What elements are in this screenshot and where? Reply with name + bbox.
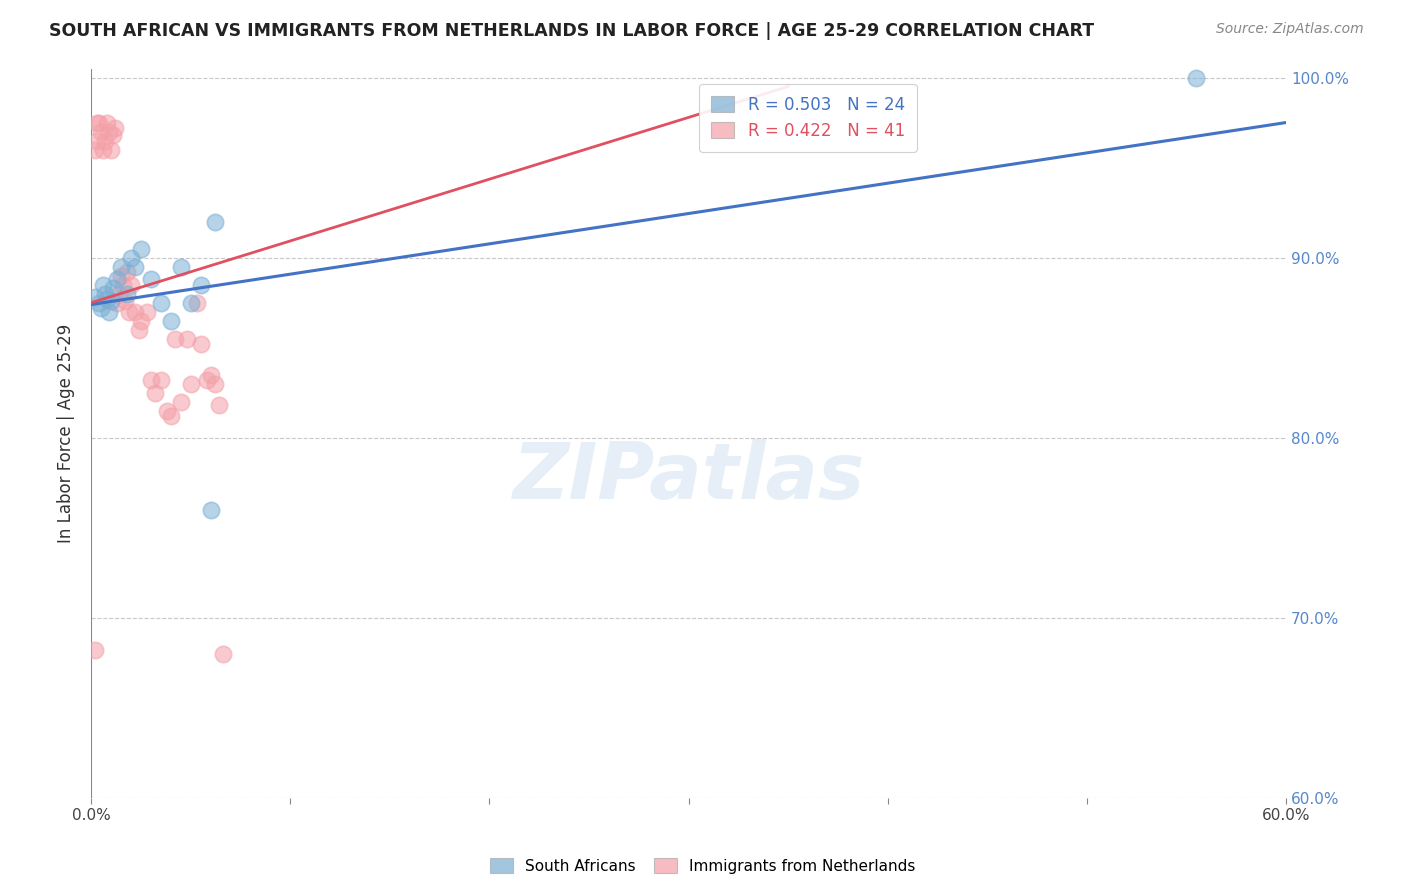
Point	[86, 115, 108, 129]
Point	[124, 304, 146, 318]
Point	[139, 272, 162, 286]
Point	[186, 295, 208, 310]
Point	[1185, 70, 1208, 85]
Point	[159, 314, 181, 328]
Point	[105, 295, 128, 310]
Point	[180, 295, 202, 310]
Point	[143, 385, 166, 400]
Point	[139, 373, 162, 387]
Point	[204, 214, 226, 228]
Point	[180, 376, 202, 391]
Point	[98, 124, 121, 138]
Point	[207, 398, 229, 412]
Point	[156, 404, 179, 418]
Point	[101, 281, 124, 295]
Point	[124, 260, 146, 274]
Point	[98, 304, 121, 318]
Point	[84, 143, 107, 157]
Point	[159, 409, 181, 424]
Point	[115, 286, 138, 301]
Point	[111, 277, 134, 292]
Point	[149, 295, 172, 310]
Point	[84, 290, 107, 304]
Point	[110, 268, 132, 283]
Point	[101, 128, 124, 143]
Text: ZIPatlas: ZIPatlas	[512, 439, 865, 515]
Text: Source: ZipAtlas.com: Source: ZipAtlas.com	[1216, 22, 1364, 37]
Point	[94, 134, 117, 148]
Point	[87, 115, 110, 129]
Point	[110, 260, 132, 274]
Point	[104, 120, 127, 135]
Point	[149, 373, 172, 387]
Point	[108, 286, 131, 301]
Y-axis label: In Labor Force | Age 25-29: In Labor Force | Age 25-29	[58, 324, 75, 543]
Point	[118, 304, 141, 318]
Legend: R = 0.503   N = 24, R = 0.422   N = 41: R = 0.503 N = 24, R = 0.422 N = 41	[699, 84, 917, 152]
Legend: South Africans, Immigrants from Netherlands: South Africans, Immigrants from Netherla…	[484, 852, 922, 880]
Point	[90, 301, 112, 315]
Point	[128, 323, 150, 337]
Point	[105, 272, 128, 286]
Point	[96, 292, 118, 306]
Point	[190, 337, 212, 351]
Point	[84, 643, 107, 657]
Point	[163, 332, 186, 346]
Point	[170, 260, 193, 274]
Point	[114, 293, 136, 308]
Point	[94, 286, 117, 301]
Point	[115, 265, 138, 279]
Point	[176, 332, 198, 346]
Point	[96, 115, 118, 129]
Point	[190, 277, 212, 292]
Point	[204, 376, 226, 391]
Point	[135, 304, 157, 318]
Point	[170, 394, 193, 409]
Point	[195, 373, 218, 387]
Point	[86, 134, 108, 148]
Point	[129, 242, 152, 256]
Point	[129, 314, 152, 328]
Point	[91, 277, 114, 292]
Point	[91, 143, 114, 157]
Point	[211, 647, 233, 661]
Point	[100, 293, 122, 308]
Point	[120, 277, 142, 292]
Point	[200, 503, 222, 517]
Point	[87, 295, 110, 310]
Point	[200, 368, 222, 382]
Point	[90, 124, 112, 138]
Point	[120, 251, 142, 265]
Text: SOUTH AFRICAN VS IMMIGRANTS FROM NETHERLANDS IN LABOR FORCE | AGE 25-29 CORRELAT: SOUTH AFRICAN VS IMMIGRANTS FROM NETHERL…	[49, 22, 1094, 40]
Point	[100, 143, 122, 157]
